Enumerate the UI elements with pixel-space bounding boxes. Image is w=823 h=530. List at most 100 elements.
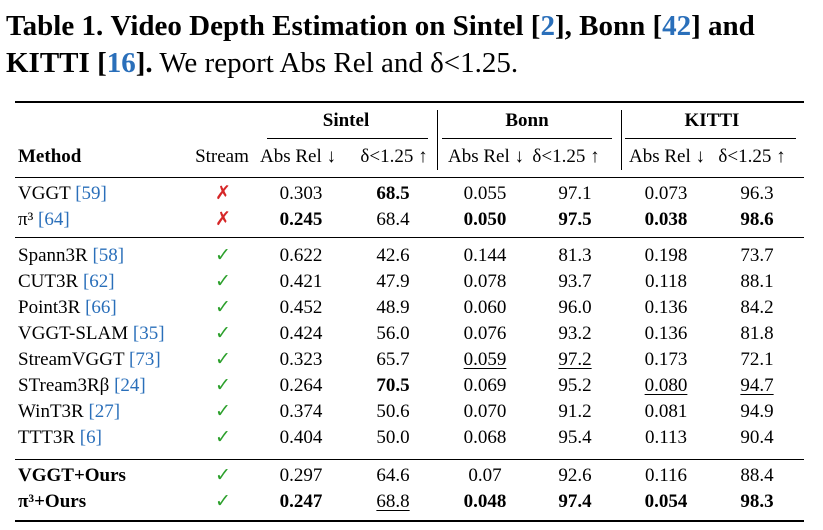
table-cell: 0.421 <box>279 271 323 292</box>
method-label: Point3R <box>18 297 81 318</box>
table-cell: 0.198 <box>644 245 688 266</box>
table-cell: 68.5 <box>376 183 410 204</box>
table-cell: 73.7 <box>740 245 774 266</box>
citation-link[interactable]: [24] <box>109 375 146 396</box>
group-underline <box>267 138 428 139</box>
method-name: CUT3R [62] <box>18 271 115 293</box>
table-caption: Table 1. Video Depth Estimation on Sinte… <box>6 8 818 82</box>
table-cell: 0.118 <box>644 271 688 292</box>
header-rule <box>15 177 804 178</box>
method-name: π³+Ours <box>18 491 86 513</box>
method-label: STream3Rβ <box>18 375 110 396</box>
caption-ref-c[interactable]: 16 <box>106 47 136 79</box>
method-header: Method <box>18 146 82 167</box>
caption-title-d: KITTI [ <box>6 47 107 79</box>
citation-link[interactable]: [73] <box>124 349 161 370</box>
method-name: STream3Rβ [24] <box>18 375 146 397</box>
table-cell: 0.059 <box>463 349 507 370</box>
table-cell: 0.054 <box>644 491 688 512</box>
table-cell: 0.050 <box>463 209 507 230</box>
table-cell: 0.048 <box>463 491 507 512</box>
top-rule <box>15 101 804 103</box>
method-label: CUT3R <box>18 271 79 292</box>
stream-yes-mark: ✓ <box>215 375 231 396</box>
stream-yes-mark: ✓ <box>215 401 231 422</box>
table-cell: 97.1 <box>558 183 592 204</box>
method-label: VGGT+Ours <box>18 465 126 486</box>
group-rule-2 <box>15 459 804 460</box>
citation-link[interactable]: [66] <box>80 297 117 318</box>
method-label: π³+Ours <box>18 491 87 512</box>
table-cell: 50.0 <box>376 427 410 448</box>
table-cell: 92.6 <box>558 465 592 486</box>
citation-link[interactable]: [58] <box>87 245 125 266</box>
method-name: VGGT-SLAM [35] <box>18 323 165 345</box>
stream-header: Stream <box>195 146 249 167</box>
table-cell: 0.264 <box>279 375 323 396</box>
stream-no-mark: ✗ <box>215 209 231 230</box>
table-cell: 88.4 <box>740 465 774 486</box>
table-cell: 0.303 <box>279 183 323 204</box>
method-label: VGGT-SLAM <box>18 323 129 344</box>
stream-yes-mark: ✓ <box>215 465 231 486</box>
method-name: VGGT [59] <box>18 183 107 205</box>
table-cell: 0.136 <box>644 297 688 318</box>
citation-link[interactable]: [64] <box>33 209 70 230</box>
table-cell: 0.404 <box>279 427 323 448</box>
group-underline <box>442 138 612 139</box>
citation-link[interactable]: [62] <box>78 271 115 292</box>
table-cell: 0.073 <box>644 183 688 204</box>
delta-header: δ<1.25 ↑ <box>718 146 786 167</box>
table-cell: 0.055 <box>463 183 507 204</box>
abs-rel-header: Abs Rel ↓ <box>448 146 524 167</box>
table-cell: 94.7 <box>740 375 774 396</box>
caption-ref-a[interactable]: 2 <box>540 10 555 42</box>
table-cell: 97.2 <box>558 349 592 370</box>
table-cell: 95.4 <box>558 427 592 448</box>
table-cell: 56.0 <box>376 323 410 344</box>
citation-link[interactable]: [35] <box>128 323 165 344</box>
table-cell: 93.2 <box>558 323 592 344</box>
method-name: VGGT+Ours <box>18 465 126 487</box>
table-cell: 0.144 <box>463 245 507 266</box>
stream-yes-mark: ✓ <box>215 491 231 512</box>
abs-rel-header: Abs Rel ↓ <box>629 146 705 167</box>
table-cell: 0.060 <box>463 297 507 318</box>
method-name: Point3R [66] <box>18 297 117 319</box>
table-cell: 68.4 <box>376 209 410 230</box>
abs-rel-header: Abs Rel ↓ <box>260 146 336 167</box>
method-name: Spann3R [58] <box>18 245 124 267</box>
table-cell: 50.6 <box>376 401 410 422</box>
method-label: Spann3R <box>18 245 88 266</box>
caption-label: Table 1. <box>6 10 104 42</box>
table-cell: 81.8 <box>740 323 774 344</box>
table-cell: 97.5 <box>558 209 592 230</box>
table-cell: 65.7 <box>376 349 410 370</box>
method-label: TTT3R <box>18 427 75 448</box>
table-cell: 0.080 <box>644 375 688 396</box>
group-header: Sintel <box>322 110 370 131</box>
group-header: KITTI <box>684 110 740 131</box>
caption-title-e: ]. <box>135 47 153 79</box>
table-cell: 0.081 <box>644 401 688 422</box>
table-cell: 90.4 <box>740 427 774 448</box>
table-cell: 93.7 <box>558 271 592 292</box>
caption-title-b: ], Bonn [ <box>554 10 663 42</box>
table-cell: 0.038 <box>644 209 688 230</box>
citation-link[interactable]: [27] <box>83 401 121 422</box>
citation-link[interactable]: [59] <box>70 183 107 204</box>
group-underline <box>625 138 796 139</box>
citation-link[interactable]: [6] <box>75 427 102 448</box>
caption-rest: We report Abs Rel and δ<1.25. <box>152 47 519 79</box>
stream-yes-mark: ✓ <box>215 245 231 266</box>
caption-ref-b[interactable]: 42 <box>662 10 692 42</box>
table-cell: 0.424 <box>279 323 323 344</box>
method-name: TTT3R [6] <box>18 427 102 449</box>
caption-title-c: ] and <box>691 10 755 42</box>
bottom-rule <box>15 520 804 522</box>
stream-yes-mark: ✓ <box>215 323 231 344</box>
table-cell: 0.116 <box>644 465 688 486</box>
table-cell: 0.173 <box>644 349 688 370</box>
table-cell: 0.452 <box>279 297 323 318</box>
table-cell: 81.3 <box>558 245 592 266</box>
